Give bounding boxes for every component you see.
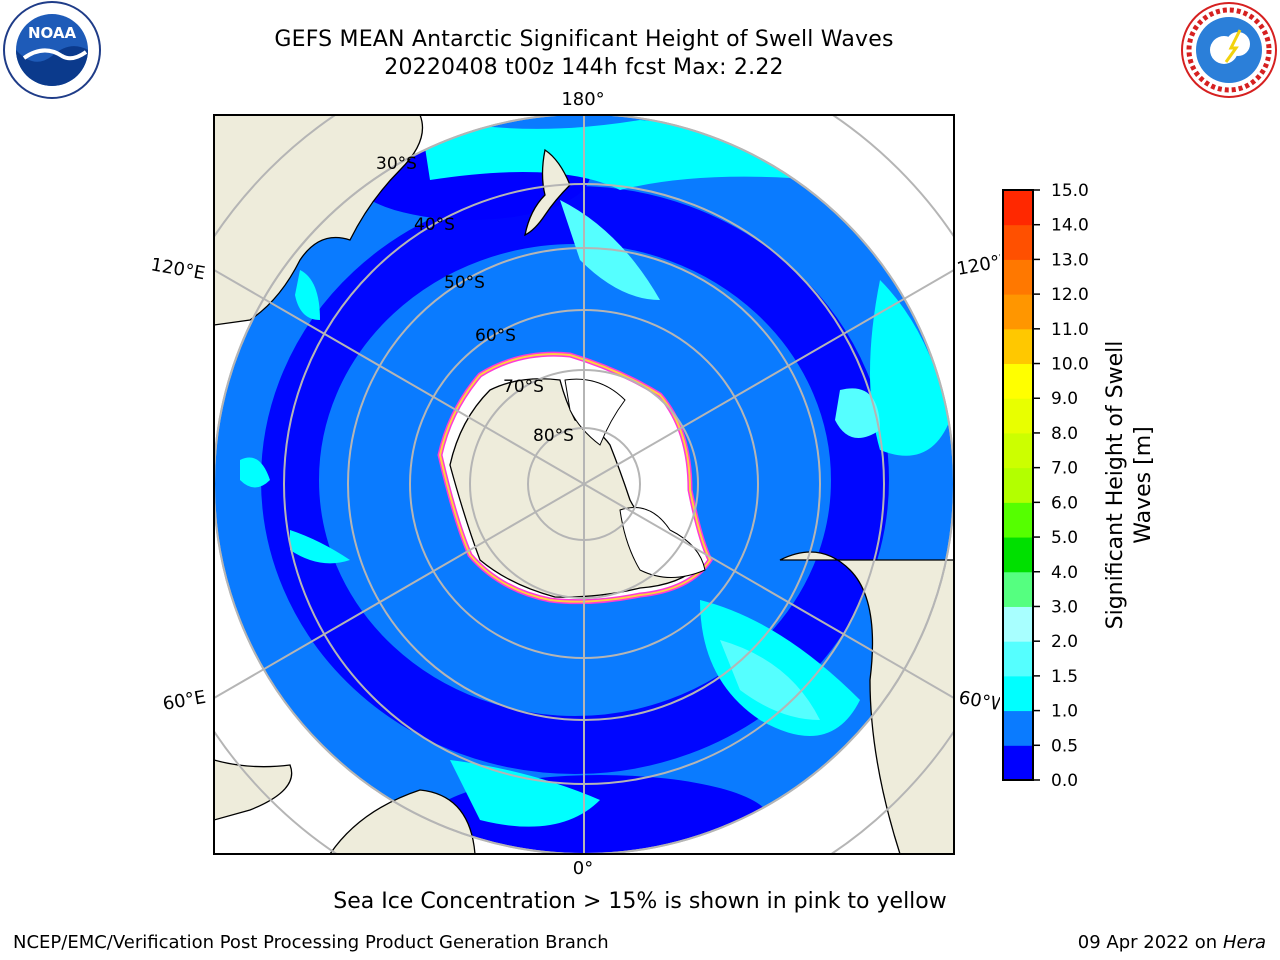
colorbar-tick-label: 4.0 [1051,563,1078,583]
colorbar-cell [1003,259,1033,295]
colorbar: 0.0 0.5 1.0 1.5 2.0 3.0 4.0 5.0 6.0 7.0 8.0 9.0 10.0… [1002,181,1156,791]
colorbar-tick-label: 12.0 [1051,285,1089,305]
colorbar-label-line2: Waves [m] [1131,426,1156,543]
weddell-ice-shelf [619,507,706,578]
colorbar-cell [1003,190,1033,226]
svg-text:NOAA: NOAA [28,24,77,42]
swell-patch-west-small [240,457,270,488]
colorbar-tick-label: 5.0 [1051,528,1078,548]
swell-patch-south [450,760,600,827]
colorbar-tick-label: 10.0 [1051,355,1089,375]
colorbar-cell [1003,363,1033,399]
nws-logo-icon [1181,2,1277,98]
colorbar-tick-label: 1.5 [1051,667,1078,687]
colorbar-tick-label: 0.5 [1051,736,1078,756]
colorbar-cell [1003,294,1033,330]
colorbar-tick-label: 11.0 [1051,320,1089,340]
colorbar-cell [1003,710,1033,746]
lat-label-50s: 50°S [444,273,485,293]
sea-ice-caption: Sea Ice Concentration > 15% is shown in … [333,889,947,914]
colorbar-cell [1003,328,1033,365]
swell-patch-southeast-light [720,640,820,720]
footer-host: Hera [1222,932,1266,953]
swell-patch-northwest [295,270,320,320]
colorbar-cell [1003,675,1033,712]
colorbar-cell [1003,571,1033,607]
colorbar-tick-label: 15.0 [1051,181,1089,201]
colorbar-cells [1003,190,1033,781]
colorbar-cell [1003,606,1033,642]
noaa-logo-icon: NOAA [3,1,101,99]
colorbar-ticks: 0.0 0.5 1.0 1.5 2.0 3.0 4.0 5.0 6.0 7.0 8.0 9.0 10.0… [1033,181,1089,791]
colorbar-cell [1003,224,1033,260]
swell-patch-east [870,280,950,456]
lon-label-180: 180° [561,89,604,110]
colorbar-tick-label: 7.0 [1051,459,1078,479]
colorbar-tick-label: 6.0 [1051,493,1078,513]
footer-date: 09 Apr 2022 on Hera [1078,932,1266,953]
lat-label-80s: 80°S [533,426,574,446]
lat-label-40s: 40°S [414,215,455,235]
new-zealand-land [524,148,571,237]
colorbar-cell [1003,432,1033,469]
ross-ice-shelf [564,378,626,446]
lon-label-0: 0° [573,858,593,879]
colorbar-cell [1003,398,1033,434]
lat-label-60s: 60°S [475,326,516,346]
colorbar-tick-label: 8.0 [1051,424,1078,444]
colorbar-cell [1003,467,1033,503]
polar-map: 180° 0° 120°E 120°W 60°E 60°W 30°S 40°S … [149,89,1000,879]
colorbar-tick-label: 3.0 [1051,597,1078,617]
lat-label-30s: 30°S [376,154,417,174]
colorbar-tick-label: 0.0 [1051,771,1078,791]
lat-label-70s: 70°S [503,377,544,397]
colorbar-frame [1002,189,1034,781]
colorbar-tick-label: 1.0 [1051,702,1078,722]
graticule [214,115,954,854]
swell-patch-east-light [835,388,880,438]
chart-title: GEFS MEAN Antarctic Significant Height o… [274,27,894,52]
colorbar-tick-label: 2.0 [1051,632,1078,652]
colorbar-tick-label: 13.0 [1051,250,1089,270]
swell-patch-west [290,530,350,564]
colorbar-label-line1: Significant Height of Swell [1103,341,1128,630]
colorbar-cell [1003,537,1033,573]
swell-patch-southeast [700,600,860,736]
chart-subtitle: 20220408 t00z 144h fcst Max: 2.22 [384,55,784,80]
colorbar-cell [1003,745,1033,781]
colorbar-tick-label: 9.0 [1051,389,1078,409]
footer-branch: NCEP/EMC/Verification Post Processing Pr… [13,932,609,953]
sea-ice-edge-inner [438,353,712,603]
colorbar-tick-label: 14.0 [1051,216,1089,236]
map-frame [213,114,955,855]
colorbar-cell [1003,641,1033,677]
colorbar-cell [1003,502,1033,538]
footer-date-text: 09 Apr 2022 on [1077,932,1223,953]
